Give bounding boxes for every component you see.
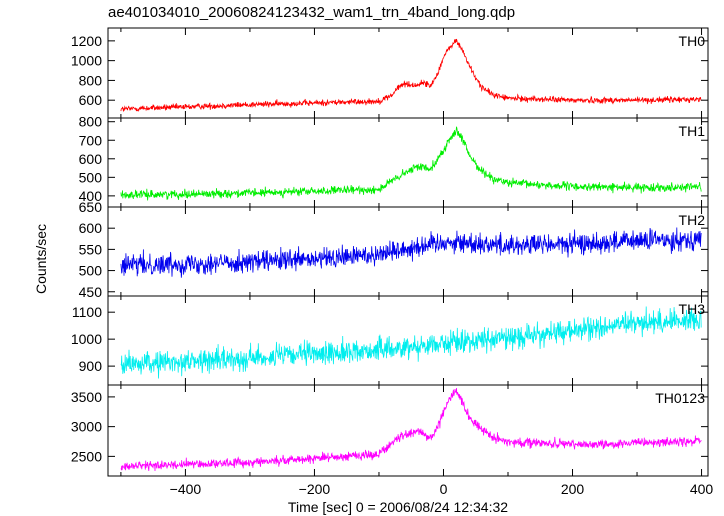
panel-th0: 600 800 1000 1200 TH0 <box>71 27 709 119</box>
y-tick-label: 600 <box>79 92 103 108</box>
series-line-th3 <box>120 306 702 379</box>
panel-th0123: 2500 3000 3500 TH0123 <box>71 384 709 477</box>
y-tick-label: 500 <box>79 169 103 185</box>
y-tick-label: 600 <box>79 151 103 167</box>
x-axis-label: Time [sec] 0 = 2006/08/24 12:34:32 <box>288 499 508 515</box>
panel-name-label: TH1 <box>679 123 706 139</box>
x-tick-label: 200 <box>561 481 585 497</box>
x-tick-label: −200 <box>299 481 331 497</box>
y-tick-label: 2500 <box>71 448 102 464</box>
y-tick-label: 450 <box>79 284 103 300</box>
series-line-th0 <box>120 38 702 113</box>
y-tick-label: 1000 <box>71 331 102 347</box>
panel-name-label: TH2 <box>679 212 706 228</box>
x-tick-label: 400 <box>690 481 714 497</box>
y-tick-label: 3000 <box>71 419 102 435</box>
y-tick-label: 1000 <box>71 53 102 69</box>
y-tick-label: 1200 <box>71 33 102 49</box>
y-tick-label: 900 <box>79 358 103 374</box>
panel-th2: 450 500 550 600 650 TH2 <box>79 199 709 300</box>
y-tick-label: 650 <box>79 199 103 215</box>
panels-group: 600 800 1000 1200 TH0 400 500 600 700 800 TH1 450 50… <box>71 27 709 477</box>
y-tick-label: 550 <box>79 241 103 257</box>
y-tick-label: 1100 <box>72 304 102 320</box>
x-tick-label: −400 <box>170 481 202 497</box>
panel-frame <box>107 384 709 477</box>
y-axis-label: Counts/sec <box>33 224 49 294</box>
panel-th1: 400 500 600 700 800 TH1 <box>79 114 709 208</box>
y-tick-label: 3500 <box>71 389 102 405</box>
panel-name-label: TH0123 <box>655 390 705 406</box>
x-tick-label: 0 <box>440 481 448 497</box>
y-tick-label: 500 <box>79 263 103 279</box>
chart-title: ae401034010_20060824123432_wam1_trn_4ban… <box>108 4 515 21</box>
series-line-th0123 <box>120 387 702 472</box>
y-tick-label: 600 <box>79 220 103 236</box>
y-tick-label: 800 <box>79 114 103 130</box>
panel-name-label: TH3 <box>679 301 706 317</box>
panel-th3: 900 1000 1100 TH3 <box>71 295 709 386</box>
y-tick-label: 400 <box>79 188 103 204</box>
x-axis: −400 −200 0 200 400 <box>170 481 714 497</box>
series-line-th2 <box>120 227 702 278</box>
series-line-th1 <box>120 126 702 201</box>
y-tick-label: 700 <box>79 132 103 148</box>
y-tick-label: 800 <box>79 72 103 88</box>
panel-name-label: TH0 <box>679 33 706 49</box>
